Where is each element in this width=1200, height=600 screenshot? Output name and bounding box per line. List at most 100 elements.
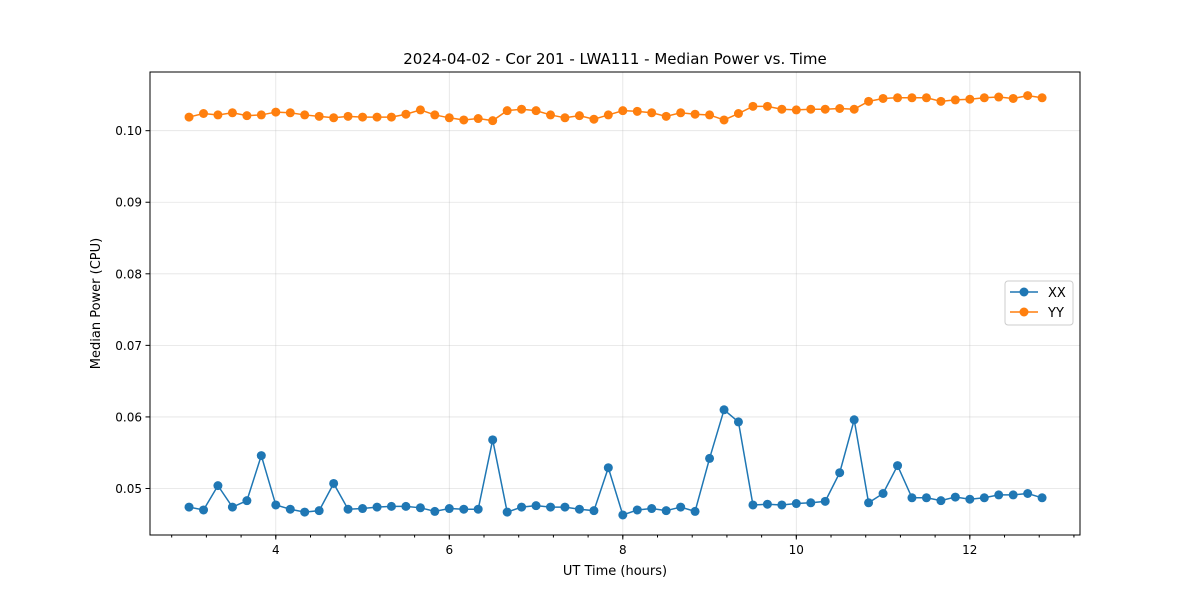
data-point-yy (820, 104, 830, 114)
data-point-xx (647, 504, 657, 514)
data-point-xx (690, 506, 700, 516)
data-point-xx (921, 493, 931, 503)
data-point-yy (300, 110, 310, 120)
data-point-xx (459, 504, 469, 514)
data-point-xx (791, 499, 801, 509)
data-point-yy (430, 110, 440, 120)
data-point-yy (878, 93, 888, 103)
data-point-yy (835, 103, 845, 113)
data-point-yy (358, 112, 368, 122)
data-point-yy (502, 106, 512, 116)
data-point-yy (791, 105, 801, 115)
data-point-xx (401, 501, 411, 511)
data-point-xx (1037, 493, 1047, 503)
data-point-yy (199, 109, 209, 119)
y-tick-label: 0.09 (115, 196, 142, 210)
y-tick-label: 0.07 (115, 339, 142, 353)
data-point-yy (705, 110, 715, 120)
x-tick-label: 6 (445, 543, 453, 557)
data-point-xx (994, 490, 1004, 500)
data-point-xx (748, 500, 758, 510)
data-point-yy (777, 104, 787, 114)
data-point-yy (242, 111, 252, 121)
data-point-yy (574, 111, 584, 121)
data-point-xx (936, 496, 946, 506)
data-point-xx (546, 502, 556, 512)
data-point-yy (473, 114, 483, 124)
data-point-yy (531, 106, 541, 116)
data-point-xx (950, 492, 960, 502)
data-point-xx (777, 500, 787, 510)
data-point-xx (907, 493, 917, 503)
data-point-yy (719, 115, 729, 125)
data-point-xx (184, 502, 194, 512)
y-tick-label: 0.06 (115, 410, 142, 424)
data-point-yy (459, 115, 469, 125)
data-point-yy (401, 109, 411, 119)
data-point-xx (661, 506, 671, 516)
legend-marker-yy (1019, 307, 1029, 317)
data-point-yy (560, 113, 570, 123)
x-tick-label: 12 (962, 543, 977, 557)
data-point-yy (213, 110, 223, 120)
data-point-yy (1023, 91, 1033, 101)
data-point-xx (820, 496, 830, 506)
data-point-xx (430, 506, 440, 516)
data-point-yy (372, 112, 382, 122)
data-point-xx (444, 504, 454, 514)
data-point-xx (589, 506, 599, 516)
legend-marker-xx (1019, 287, 1029, 297)
ticks-layer: 4 6 8 10 12 0.05 0.06 0.07 0.08 0.09 0.10 (115, 124, 1075, 557)
data-point-yy (444, 113, 454, 123)
data-point-xx (517, 502, 527, 512)
data-point-yy (864, 96, 874, 106)
data-point-xx (1023, 488, 1033, 498)
data-point-yy (343, 111, 353, 121)
data-point-xx (415, 503, 425, 513)
plot-frame (149, 71, 1081, 536)
data-point-yy (618, 106, 628, 116)
data-point-yy (676, 108, 686, 118)
data-point-xx (574, 504, 584, 514)
data-point-xx (343, 504, 353, 514)
legend: XX YY (1004, 280, 1074, 326)
legend-label-yy: YY (1047, 306, 1064, 321)
data-point-xx (893, 461, 903, 471)
data-point-xx (979, 493, 989, 503)
data-point-xx (705, 453, 715, 463)
data-point-xx (965, 494, 975, 504)
data-point-yy (748, 101, 758, 111)
data-point-xx (488, 435, 498, 445)
data-point-yy (386, 112, 396, 122)
data-point-xx (372, 502, 382, 512)
data-point-yy (849, 104, 859, 114)
x-axis-label: UT Time (hours) (563, 564, 667, 579)
data-point-xx (473, 504, 483, 514)
data-point-yy (1037, 93, 1047, 103)
x-tick-label: 8 (619, 543, 627, 557)
data-point-xx (733, 417, 743, 427)
data-point-yy (603, 110, 613, 120)
data-point-yy (661, 111, 671, 121)
data-point-xx (329, 478, 339, 488)
data-point-xx (632, 505, 642, 515)
data-point-yy (314, 111, 324, 121)
data-point-xx (271, 500, 281, 510)
data-point-xx (762, 499, 772, 509)
data-point-xx (560, 502, 570, 512)
data-point-xx (864, 498, 874, 508)
data-point-xx (358, 504, 368, 514)
series-line-xx (188, 408, 1043, 516)
data-point-yy (632, 106, 642, 116)
data-point-xx (285, 504, 295, 514)
data-point-yy (271, 107, 281, 117)
data-point-yy (1008, 93, 1018, 103)
y-tick-label: 0.08 (115, 267, 142, 281)
data-point-xx (314, 506, 324, 516)
data-point-yy (979, 93, 989, 103)
data-point-yy (227, 108, 237, 118)
data-point-xx (386, 501, 396, 511)
data-point-yy (733, 109, 743, 119)
x-tick-label: 10 (789, 543, 804, 557)
